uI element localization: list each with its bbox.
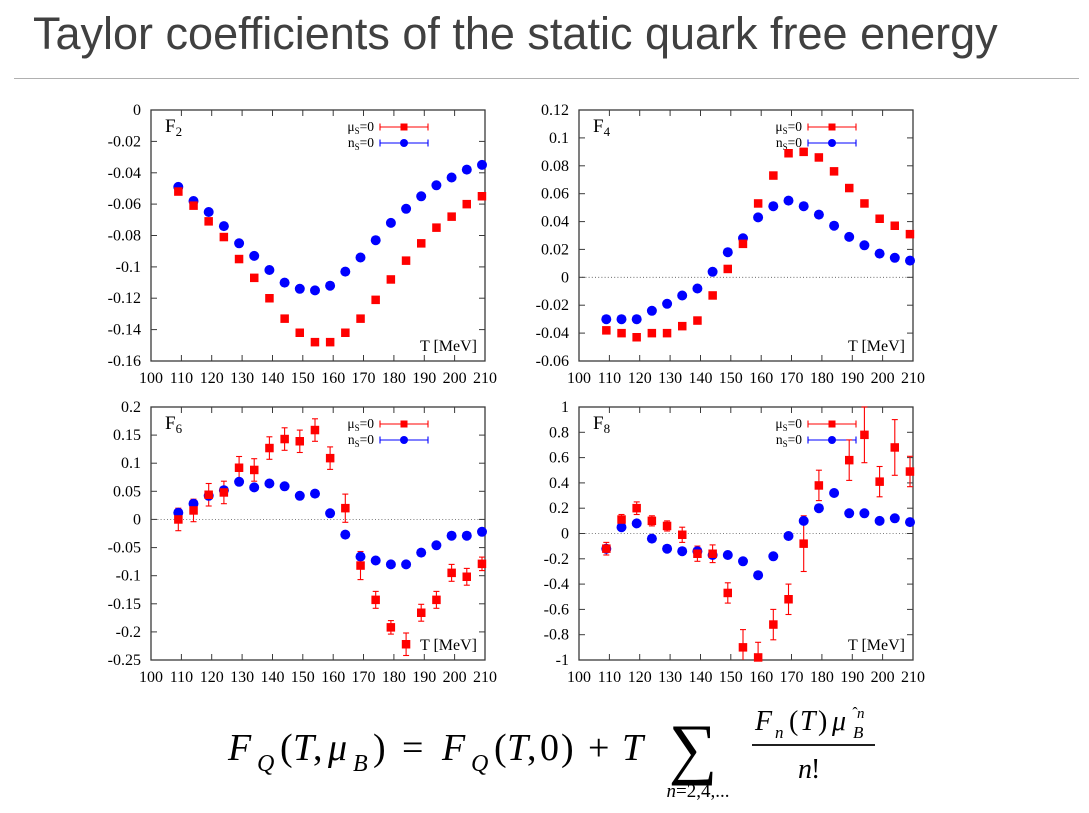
svg-text:): ) <box>561 727 574 769</box>
svg-text:B: B <box>353 751 368 777</box>
svg-text:+: + <box>588 727 609 769</box>
svg-text:n=2,4,...: n=2,4,... <box>667 781 730 802</box>
svg-text:,: , <box>313 727 323 769</box>
svg-text:=: = <box>402 727 423 769</box>
svg-text:!: ! <box>811 754 820 785</box>
svg-text:n: n <box>798 754 812 785</box>
svg-text:μ: μ <box>831 706 846 737</box>
svg-text:∑: ∑ <box>669 710 717 786</box>
svg-text:B: B <box>853 723 864 742</box>
svg-text:): ) <box>818 706 827 737</box>
svg-text:): ) <box>373 727 386 769</box>
svg-text:(: ( <box>494 727 507 769</box>
svg-text:(: ( <box>789 706 798 737</box>
svg-text:μ: μ <box>327 727 347 769</box>
svg-text:F: F <box>227 727 252 769</box>
svg-text:n: n <box>857 706 865 722</box>
svg-text:Q: Q <box>257 751 274 777</box>
svg-text:n: n <box>775 723 784 742</box>
svg-text:T: T <box>800 706 818 737</box>
svg-text:F: F <box>441 727 466 769</box>
svg-text:0: 0 <box>540 727 559 769</box>
svg-text:F: F <box>754 706 773 737</box>
svg-text:T: T <box>622 727 646 769</box>
svg-text:(: ( <box>280 727 293 769</box>
svg-text:,: , <box>527 727 537 769</box>
svg-text:Q: Q <box>471 751 488 777</box>
